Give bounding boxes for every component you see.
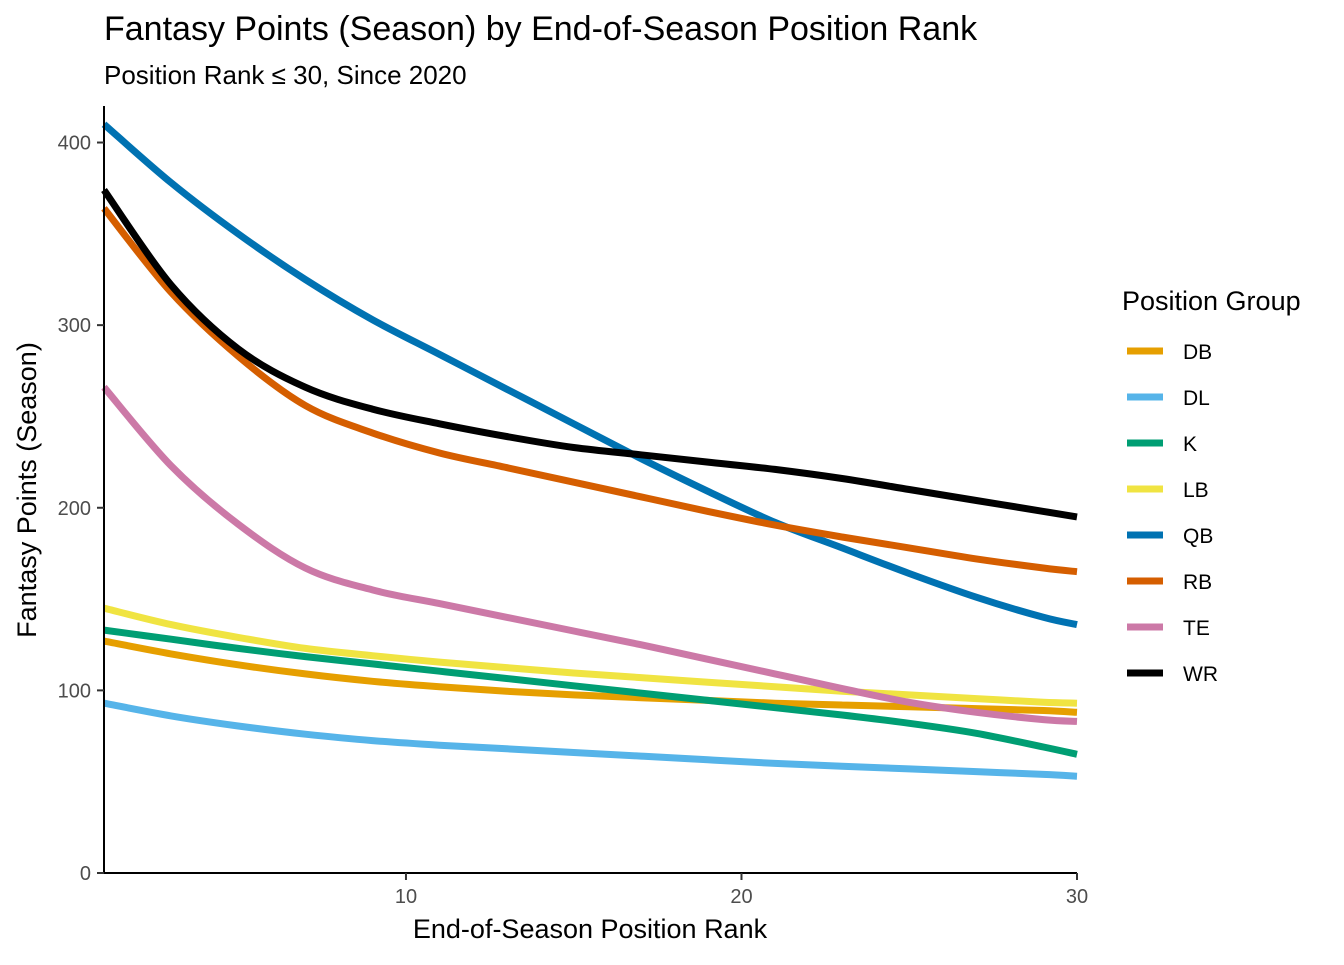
legend-label-lb: LB xyxy=(1183,479,1209,502)
chart-title: Fantasy Points (Season) by End-of-Season… xyxy=(104,10,978,48)
y-tick-label: 400 xyxy=(58,133,91,155)
series-line-wr xyxy=(101,187,1078,521)
series-line-lb xyxy=(103,604,1078,707)
y-tick-label: 300 xyxy=(58,315,91,337)
x-axis-ticks: 10 20 30 xyxy=(395,873,1088,908)
legend-label-wr: WR xyxy=(1183,663,1218,686)
legend-label-te: TE xyxy=(1183,617,1210,640)
y-tick-label: 0 xyxy=(80,863,91,885)
legend: Position Group DB DL K LB QB RB TE WR xyxy=(1122,286,1301,686)
legend-label-db: DB xyxy=(1183,341,1212,364)
x-tick-label: 20 xyxy=(730,886,752,908)
x-tick-label: 30 xyxy=(1066,886,1088,908)
legend-title: Position Group xyxy=(1122,286,1301,316)
series-line-rb xyxy=(101,206,1078,576)
legend-label-rb: RB xyxy=(1183,571,1212,594)
y-tick-label: 100 xyxy=(58,680,91,702)
series-line-k xyxy=(103,626,1078,758)
series-line-dl xyxy=(103,699,1078,780)
legend-label-dl: DL xyxy=(1183,387,1210,410)
series-line-qb xyxy=(101,121,1078,629)
y-axis-ticks: 0 100 200 300 400 xyxy=(58,133,104,885)
chart-subtitle: Position Rank ≤ 30, Since 2020 xyxy=(104,60,467,90)
y-tick-label: 200 xyxy=(58,498,91,520)
legend-label-k: K xyxy=(1183,433,1197,456)
legend-label-qb: QB xyxy=(1183,525,1213,548)
series-line-te xyxy=(101,384,1078,725)
x-tick-label: 10 xyxy=(395,886,417,908)
x-axis-label: End-of-Season Position Rank xyxy=(413,914,768,944)
plot-area xyxy=(101,121,1078,780)
y-axis-label: Fantasy Points (Season) xyxy=(12,342,42,638)
